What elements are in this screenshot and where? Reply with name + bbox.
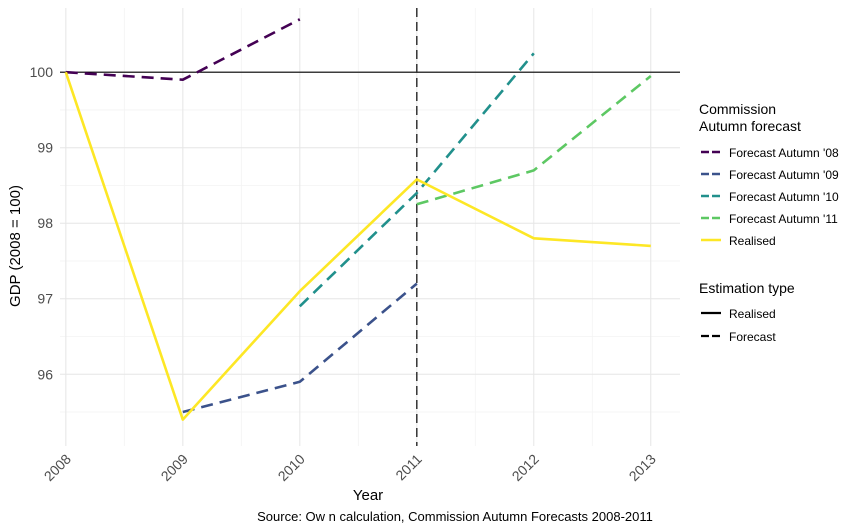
- legend-linetype-items: Realised Forecast: [701, 307, 776, 344]
- legend-label-0: Forecast Autumn '08: [729, 146, 839, 160]
- x-tick-label: 2008: [41, 451, 74, 484]
- y-tick-label: 96: [37, 366, 53, 382]
- linetype-label-1: Forecast: [729, 330, 776, 344]
- legend-colour-title-line2: Autumn forecast: [699, 118, 801, 134]
- x-tick-label: 2009: [158, 451, 191, 484]
- series-line-1: [182, 282, 418, 414]
- series-line-0: [65, 18, 301, 81]
- legend-colour-items: Forecast Autumn '08 Forecast Autumn '09 Fo…: [701, 146, 839, 248]
- x-tick-label: 2010: [275, 451, 308, 484]
- x-tick-label: 2013: [626, 451, 659, 484]
- series-lines: [64, 18, 652, 421]
- x-tick-label: 2012: [509, 451, 542, 484]
- reference-lines: [60, 8, 680, 446]
- series-line-4: [64, 71, 651, 421]
- legend-label-3: Forecast Autumn '11: [729, 212, 838, 226]
- source-caption: Source: Ow n calculation, Commission Aut…: [257, 509, 653, 524]
- y-tick-label: 98: [37, 215, 53, 231]
- grid-lines: [60, 8, 680, 446]
- legend-linetype-title: Estimation type: [699, 280, 795, 296]
- linetype-label-0: Realised: [729, 307, 776, 321]
- series-line-2: [298, 52, 535, 308]
- series-line-3: [416, 74, 652, 206]
- legend: Commission Autumn forecast Forecast Autu…: [699, 101, 839, 344]
- x-tick-label: 2011: [392, 451, 425, 484]
- y-tick-label: 100: [30, 64, 54, 80]
- y-tick-labels: 96 97 98 99 100: [30, 64, 54, 382]
- y-tick-label: 97: [37, 291, 53, 307]
- x-axis-label: Year: [353, 487, 383, 504]
- legend-label-4: Realised: [729, 234, 776, 248]
- legend-colour-title-line1: Commission: [699, 101, 776, 117]
- y-axis-label: GDP (2008 = 100): [7, 185, 24, 307]
- legend-label-2: Forecast Autumn '10: [729, 190, 839, 204]
- y-tick-label: 99: [37, 140, 53, 156]
- x-tick-labels: 2008 2009 2010 2011 2012 2013: [41, 451, 659, 484]
- legend-label-1: Forecast Autumn '09: [729, 168, 839, 182]
